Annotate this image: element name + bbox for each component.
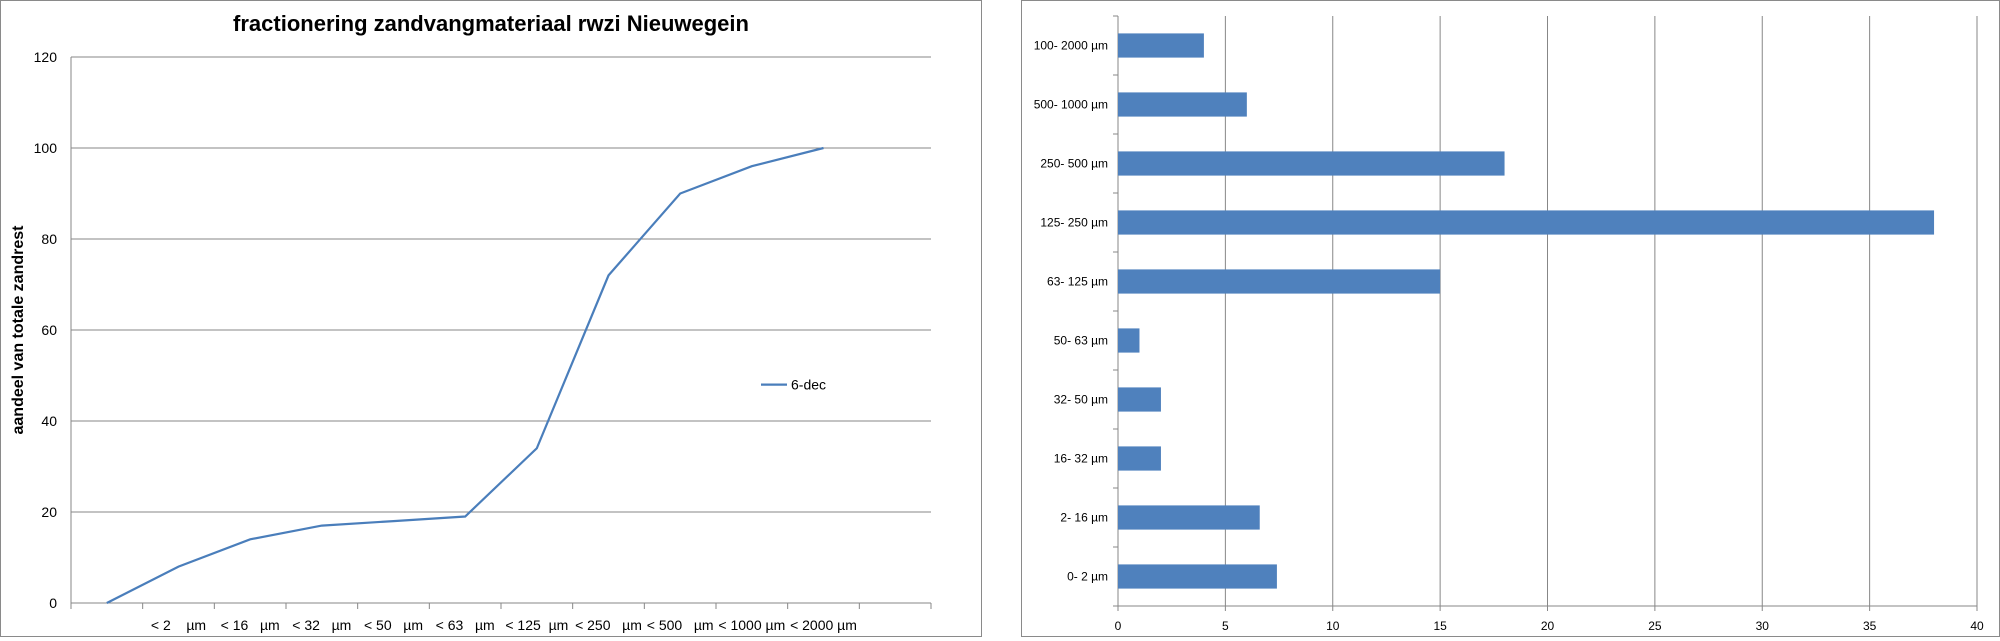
bar (1118, 446, 1161, 471)
x-tick-label: 30 (1756, 619, 1770, 633)
bar (1118, 151, 1505, 176)
bar-chart: 0 5 10 15 20 25 30 35 40 100- 2000 µm 500- 1000 µm… (1034, 15, 1984, 633)
x-tick-label: 40 (1970, 619, 1984, 633)
x-tick-label: < 500 µm (647, 617, 714, 633)
y-tick-label: 60 (41, 322, 57, 338)
x-tick-label: 35 (1863, 619, 1877, 633)
y-tick-label: 120 (34, 49, 58, 65)
line-chart: 0 20 40 60 80 100 120 < 2 µm < 16 µm < 32 µm < 50 … (10, 49, 932, 633)
y-tick-label: 250- 500 µm (1040, 157, 1108, 171)
y-tick-label: 50- 63 µm (1054, 334, 1108, 348)
bar (1118, 33, 1204, 58)
y-tick-label: 100 (34, 140, 58, 156)
x-tick-label: 25 (1648, 619, 1662, 633)
y-tick-label: 100- 2000 µm (1034, 39, 1108, 53)
x-tick-label: < 125 µm (505, 617, 568, 633)
x-tick-label: < 250 µm (575, 617, 642, 633)
y-axis-label: aandeel van totale zandrest (10, 225, 27, 435)
x-tick-label: < 32 µm (292, 617, 351, 633)
x-tick-label: 0 (1115, 619, 1122, 633)
line-chart-panel: fractionering zandvangmateriaal rwzi Nie… (0, 0, 982, 637)
y-tick-label: 63- 125 µm (1047, 275, 1108, 289)
y-tick-label: 80 (41, 231, 57, 247)
y-tick-label: 2- 16 µm (1060, 511, 1108, 525)
legend-label: 6-dec (791, 377, 826, 393)
y-tick-label: 40 (41, 413, 57, 429)
bar-chart-panel: 0 5 10 15 20 25 30 35 40 100- 2000 µm 500- 1000 µm… (1021, 0, 2000, 637)
bar (1118, 269, 1441, 294)
x-tick-label: 20 (1541, 619, 1555, 633)
x-tick-label: 10 (1326, 619, 1340, 633)
y-tick-label: 32- 50 µm (1054, 393, 1108, 407)
bar (1118, 387, 1161, 412)
x-tick-label: 15 (1433, 619, 1447, 633)
x-tick-label: < 2000 µm (790, 617, 857, 633)
y-tick-label: 0 (49, 595, 57, 611)
bar (1118, 564, 1277, 589)
y-tick-label: 16- 32 µm (1054, 452, 1108, 466)
y-tick-label: 0- 2 µm (1067, 570, 1108, 584)
x-tick-label: < 1000 µm (718, 617, 785, 633)
series-line (106, 146, 824, 604)
bar (1118, 92, 1247, 117)
x-tick-label: < 16 µm (221, 617, 280, 633)
bar (1118, 328, 1140, 353)
y-tick-label: 500- 1000 µm (1034, 98, 1108, 112)
bar (1118, 505, 1260, 530)
x-tick-label: 5 (1222, 619, 1229, 633)
x-tick-label: < 2 µm (151, 617, 206, 633)
x-tick-label: < 50 µm (364, 617, 423, 633)
y-tick-label: 125- 250 µm (1040, 216, 1108, 230)
y-tick-label: 20 (41, 504, 57, 520)
x-tick-label: < 63 µm (436, 617, 495, 633)
chart-title: fractionering zandvangmateriaal rwzi Nie… (233, 11, 749, 36)
bar (1118, 210, 1935, 235)
